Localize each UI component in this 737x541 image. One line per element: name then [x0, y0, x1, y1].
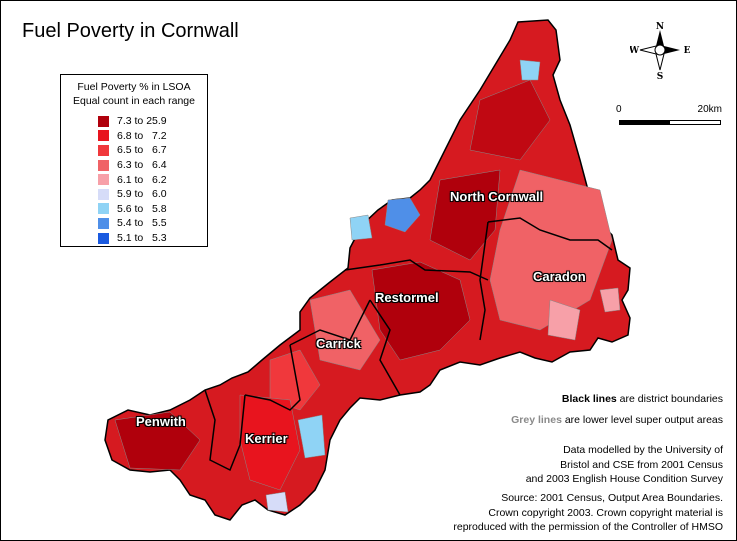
legend-item: 6.5 to 6.7: [98, 143, 207, 158]
legend-item: 5.9 to 6.0: [98, 187, 207, 202]
legend-swatch: [98, 203, 109, 215]
note-data-line3: and 2003 English House Condition Survey: [525, 473, 723, 485]
map-title: Fuel Poverty in Cornwall: [22, 20, 239, 42]
note-black-bold: Black lines: [561, 393, 617, 405]
note-grey-lines: Grey lines are lower level super output …: [511, 413, 723, 428]
scale-start: 0: [616, 104, 622, 115]
map-legend: Fuel Poverty % in LSOA Equal count in ea…: [60, 74, 208, 247]
legend-label: 6.1 to 6.2: [117, 173, 167, 186]
scale-bar: 0 20km: [616, 104, 722, 128]
legend-item: 5.4 to 5.5: [98, 216, 207, 231]
legend-swatch: [98, 159, 109, 171]
compass-rose: N S W E: [628, 20, 691, 82]
note-source-line2: Crown copyright 2003. Crown copyright ma…: [488, 506, 723, 519]
legend-label: 6.5 to 6.7: [117, 144, 167, 157]
legend-title: Fuel Poverty % in LSOA Equal count in ea…: [61, 80, 207, 108]
note-source-line1: Source: 2001 Census, Output Area Boundar…: [501, 492, 723, 504]
legend-swatch: [98, 174, 109, 186]
legend-swatch: [98, 130, 109, 142]
legend-swatch: [98, 232, 109, 244]
district-label-restormel: Restormel: [375, 290, 439, 305]
compass-w: W: [630, 46, 640, 56]
compass-e: E: [684, 46, 690, 56]
note-data-line2: Bristol and CSE from 2001 Census: [560, 458, 723, 471]
legend-item: 6.3 to 6.4: [98, 158, 207, 173]
district-label-penwith: Penwith: [136, 414, 186, 429]
legend-item: 5.6 to 5.8: [98, 202, 207, 217]
lsoa-patches: [114, 59, 621, 513]
legend-items: 7.3 to 25.9 6.8 to 7.2 6.5 to 6.7 6.3 to…: [98, 114, 207, 245]
legend-item: 7.3 to 25.9: [98, 114, 207, 129]
legend-swatch: [98, 188, 109, 200]
legend-item: 6.8 to 7.2: [98, 129, 207, 144]
note-grey-bold: Grey lines: [511, 414, 562, 426]
legend-label: 6.8 to 7.2: [117, 129, 167, 142]
legend-label: 5.6 to 5.8: [117, 202, 167, 215]
legend-label: 6.3 to 6.4: [117, 159, 167, 172]
note-data-credit: Data modelled by the University of Brist…: [526, 443, 723, 487]
note-grey-text: are lower level super output areas: [561, 414, 723, 426]
note-black-text: are district boundaries: [616, 393, 723, 405]
legend-label: 5.4 to 5.5: [117, 217, 167, 230]
district-boundaries: [204, 217, 613, 472]
district-label-caradon: Caradon: [533, 269, 586, 284]
note-black-lines: Black lines are district boundaries: [562, 392, 723, 407]
note-source: Source: 2001 Census, Output Area Boundar…: [453, 491, 723, 535]
legend-item: 5.1 to 5.3: [98, 231, 207, 246]
district-label-carrick: Carrick: [316, 336, 361, 351]
legend-swatch: [98, 115, 109, 127]
legend-label: 5.1 to 5.3: [117, 232, 167, 245]
scale-end: 20km: [697, 104, 722, 115]
note-source-line3: reproduced with the permission of the Co…: [453, 521, 723, 533]
legend-swatch: [98, 217, 109, 229]
legend-title-line2: Equal count in each range: [72, 95, 195, 107]
note-data-line1: Data modelled by the University of: [563, 444, 723, 456]
compass-n: N: [656, 22, 664, 32]
legend-label: 7.3 to 25.9: [117, 115, 167, 128]
legend-label: 5.9 to 6.0: [117, 188, 167, 201]
scale-bar-graphic: [619, 120, 721, 125]
compass-icon: N S W E: [628, 22, 691, 82]
legend-title-line1: Fuel Poverty % in LSOA: [77, 81, 191, 93]
compass-s: S: [657, 72, 664, 80]
district-label-kerrier: Kerrier: [245, 431, 288, 446]
legend-item: 6.1 to 6.2: [98, 172, 207, 187]
legend-swatch: [98, 144, 109, 156]
district-label-north-cornwall: North Cornwall: [450, 189, 544, 204]
